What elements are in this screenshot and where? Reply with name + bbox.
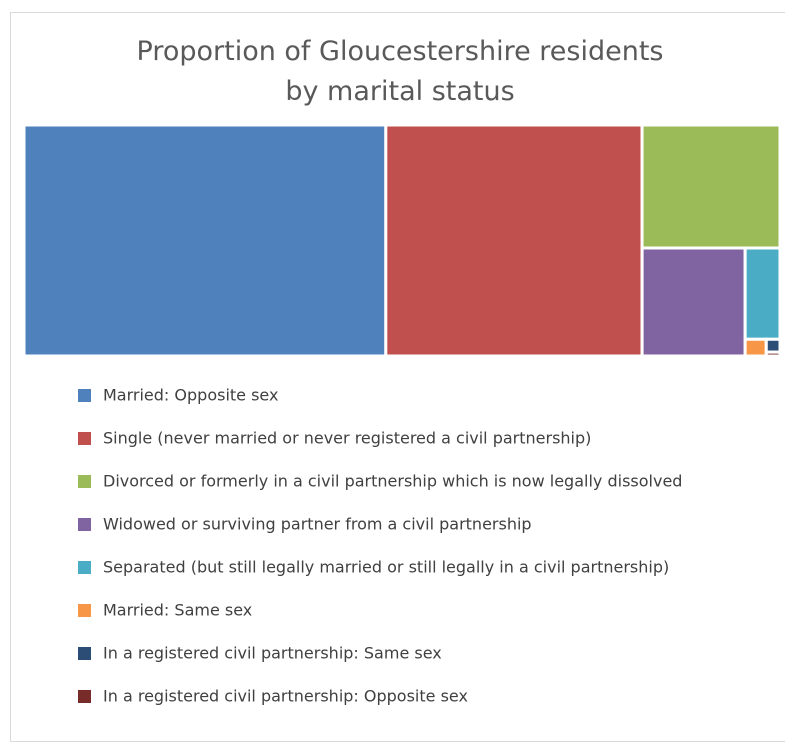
- legend-label: Married: Same sex: [103, 601, 252, 620]
- legend-swatch: [78, 518, 91, 531]
- treemap-tile: [764, 337, 782, 354]
- treemap-tile: [764, 350, 782, 358]
- legend-swatch: [78, 604, 91, 617]
- treemap-tile: [22, 123, 388, 358]
- legend-label: Married: Opposite sex: [103, 386, 278, 405]
- chart-title: Proportion of Gloucestershire residents …: [136, 36, 664, 107]
- legend-swatch: [78, 647, 91, 660]
- legend-label: Single (never married or never registere…: [103, 429, 591, 448]
- legend-swatch: [78, 389, 91, 402]
- legend-swatch: [78, 690, 91, 703]
- legend-swatch: [78, 475, 91, 488]
- treemap-tile: [640, 123, 782, 250]
- legend-label: In a registered civil partnership: Oppos…: [103, 687, 468, 706]
- legend-swatch: [78, 561, 91, 574]
- treemap-tile: [640, 246, 747, 358]
- legend-label: Widowed or surviving partner from a civi…: [103, 515, 532, 534]
- legend-label: Separated (but still legally married or …: [103, 558, 669, 577]
- treemap-tile: [743, 337, 768, 358]
- legend-label: In a registered civil partnership: Same …: [103, 644, 442, 663]
- treemap-tile: [743, 246, 782, 341]
- legend-swatch: [78, 432, 91, 445]
- legend-label: Divorced or formerly in a civil partners…: [103, 472, 682, 491]
- treemap-tile: [384, 123, 644, 358]
